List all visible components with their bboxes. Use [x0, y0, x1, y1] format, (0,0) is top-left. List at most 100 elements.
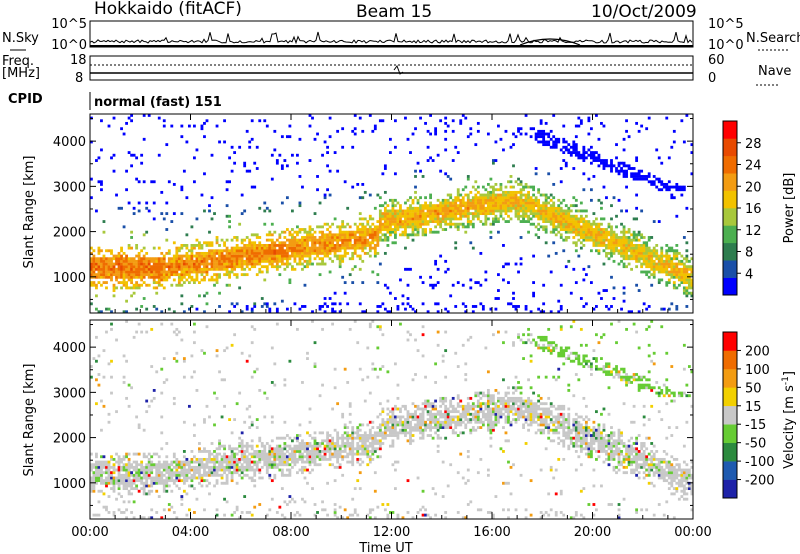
range-gate-cell — [333, 455, 337, 459]
range-gate-cell — [268, 251, 272, 255]
range-gate-cell — [394, 297, 397, 300]
range-gate-cell — [311, 241, 314, 245]
range-gate-cell — [298, 455, 302, 459]
range-gate-cell — [542, 209, 546, 213]
range-gate-cell — [100, 463, 103, 467]
range-gate-cell — [574, 214, 578, 218]
range-gate-cell — [517, 201, 520, 205]
range-gate-cell — [90, 465, 93, 469]
range-gate-cell — [203, 267, 206, 271]
range-gate-cell — [579, 217, 583, 221]
range-gate-cell — [637, 254, 641, 258]
range-gate-cell — [125, 265, 128, 269]
range-gate-cell — [552, 196, 556, 200]
range-gate-cell — [265, 455, 269, 459]
range-gate-cell — [195, 244, 199, 247]
range-gate-cell — [208, 492, 211, 496]
range-gate-cell — [421, 302, 425, 306]
range-gate-cell — [620, 259, 623, 263]
range-gate-cell — [97, 267, 101, 271]
range-gate-cell — [117, 251, 121, 255]
range-gate-cell — [296, 471, 299, 475]
range-gate-cell — [537, 129, 541, 133]
range-gate-cell — [243, 473, 247, 477]
range-gate-cell — [105, 262, 108, 266]
range-gate-cell — [177, 463, 181, 467]
range-gate-cell — [373, 442, 377, 445]
range-gate-cell — [296, 436, 299, 440]
range-gate-cell — [233, 511, 237, 514]
range-gate-cell — [102, 257, 106, 261]
range-gate-cell — [635, 172, 639, 176]
range-gate-cell — [361, 236, 365, 239]
range-gate-cell — [529, 127, 533, 131]
range-gate-cell — [190, 249, 194, 253]
range-gate-cell — [409, 305, 412, 308]
range-gate-cell — [208, 457, 211, 461]
range-gate-cell — [504, 196, 508, 200]
range-gate-cell — [366, 513, 370, 517]
range-gate-cell — [640, 251, 644, 255]
range-gate-cell — [306, 457, 309, 461]
range-gate-cell — [182, 481, 186, 485]
range-gate-cell — [436, 281, 440, 285]
range-gate-cell — [454, 209, 458, 213]
range-gate-cell — [110, 471, 113, 475]
range-gate-cell — [245, 450, 249, 453]
range-gate-cell — [92, 270, 96, 274]
range-gate-cell — [331, 322, 335, 326]
range-gate-cell — [321, 450, 324, 453]
range-gate-cell — [167, 484, 171, 488]
range-gate-cell — [306, 455, 309, 459]
range-gate-cell — [449, 220, 453, 223]
range-gate-cell — [145, 251, 149, 255]
range-gate-cell — [152, 479, 156, 483]
range-gate-cell — [640, 177, 644, 181]
range-gate-cell — [645, 246, 649, 250]
range-gate-cell — [270, 452, 274, 456]
range-gate-cell — [481, 222, 485, 226]
range-gate-cell — [622, 299, 626, 303]
range-gate-cell — [95, 479, 98, 483]
range-gate-cell — [391, 426, 395, 429]
range-gate-cell — [441, 198, 445, 202]
range-gate-cell — [170, 267, 174, 271]
range-gate-cell — [589, 127, 593, 131]
range-gate-cell — [275, 161, 279, 165]
range-gate-cell — [245, 259, 249, 263]
range-gate-cell — [152, 452, 156, 456]
range-gate-cell — [285, 257, 289, 261]
range-gate-cell — [303, 468, 307, 472]
range-gate-cell — [497, 198, 500, 202]
range-gate-cell — [228, 257, 231, 261]
range-gate-cell — [494, 209, 498, 213]
range-gate-cell — [115, 497, 118, 501]
range-gate-cell — [587, 238, 591, 242]
range-gate-cell — [303, 465, 307, 469]
range-gate-cell — [434, 283, 438, 287]
range-gate-cell — [167, 468, 171, 472]
range-gate-cell — [301, 241, 304, 245]
range-gate-cell — [210, 196, 214, 200]
range-gate-cell — [665, 116, 669, 120]
range-gate-cell — [353, 230, 357, 234]
range-gate-cell — [343, 442, 347, 445]
range-gate-cell — [253, 254, 257, 258]
range-gate-cell — [368, 434, 372, 437]
range-gate-cell — [92, 473, 96, 477]
range-gate-cell — [223, 497, 226, 501]
range-gate-cell — [366, 439, 370, 443]
range-gate-cell — [265, 457, 269, 461]
range-gate-cell — [157, 116, 161, 120]
range-gate-cell — [223, 513, 226, 517]
range-gate-cell — [157, 278, 161, 282]
range-gate-cell — [122, 487, 126, 491]
range-gate-cell — [484, 222, 488, 226]
range-gate-cell — [233, 262, 237, 266]
range-gate-cell — [411, 217, 415, 221]
range-gate-cell — [670, 196, 674, 200]
range-gate-cell — [388, 291, 392, 295]
range-gate-cell — [265, 270, 269, 274]
range-gate-cell — [167, 275, 171, 279]
range-gate-cell — [486, 204, 490, 208]
